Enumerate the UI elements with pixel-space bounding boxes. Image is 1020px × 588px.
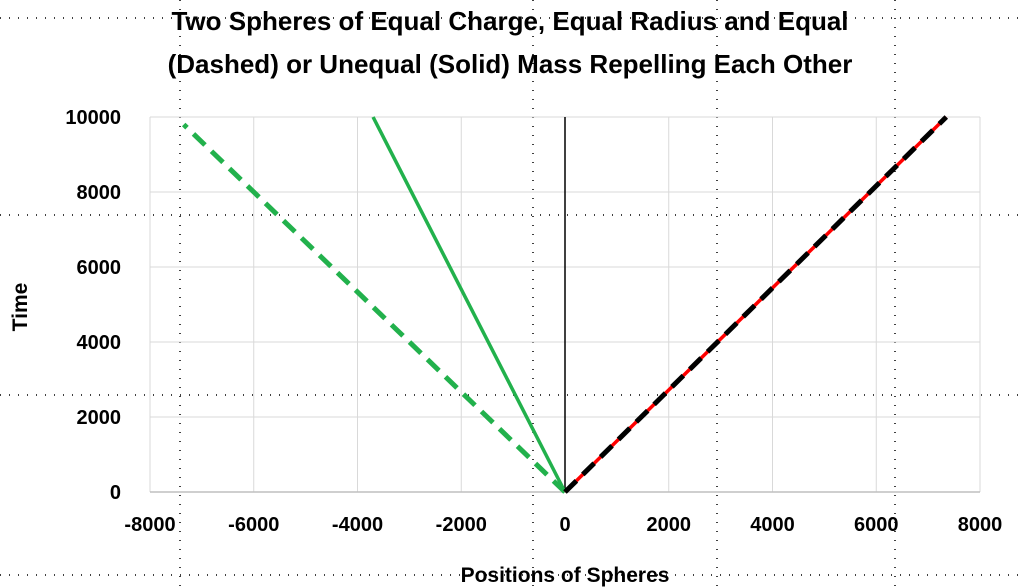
series-group [181, 115, 949, 494]
series-line-2 [371, 116, 567, 493]
axes [150, 117, 980, 493]
series-line-4 [563, 115, 949, 494]
x-tick-label: -4000 [332, 514, 383, 536]
x-tick-label: 2000 [647, 514, 692, 536]
x-tick-label: 0 [559, 514, 570, 536]
y-tick-label: 6000 [77, 257, 122, 279]
y-axis-title: Time [9, 283, 32, 332]
y-tick-label: 2000 [77, 407, 122, 429]
series-line-1 [181, 122, 567, 494]
x-axis-title: Positions of Spheres [461, 564, 670, 587]
y-tick-label: 10000 [65, 107, 121, 129]
x-tick-label: 4000 [750, 514, 795, 536]
x-tick-label: -2000 [436, 514, 487, 536]
y-tick-label: 4000 [77, 332, 122, 354]
y-tick-label: 0 [110, 482, 121, 504]
x-tick-label: 6000 [854, 514, 899, 536]
x-tick-label: 8000 [958, 514, 1003, 536]
chart-title-line-2: (Dashed) or Unequal (Solid) Mass Repelli… [168, 49, 853, 79]
y-tick-label: 8000 [77, 182, 122, 204]
x-tick-label: -8000 [124, 514, 175, 536]
chart-title-line-1: Two Spheres of Equal Charge, Equal Radiu… [171, 6, 848, 36]
y-tick-labels: 0 2000 4000 6000 8000 10000 [65, 107, 121, 504]
x-tick-label: -6000 [228, 514, 279, 536]
x-tick-labels: -8000 -6000 -4000 -2000 0 2000 4000 6000 8000 [124, 514, 1002, 536]
